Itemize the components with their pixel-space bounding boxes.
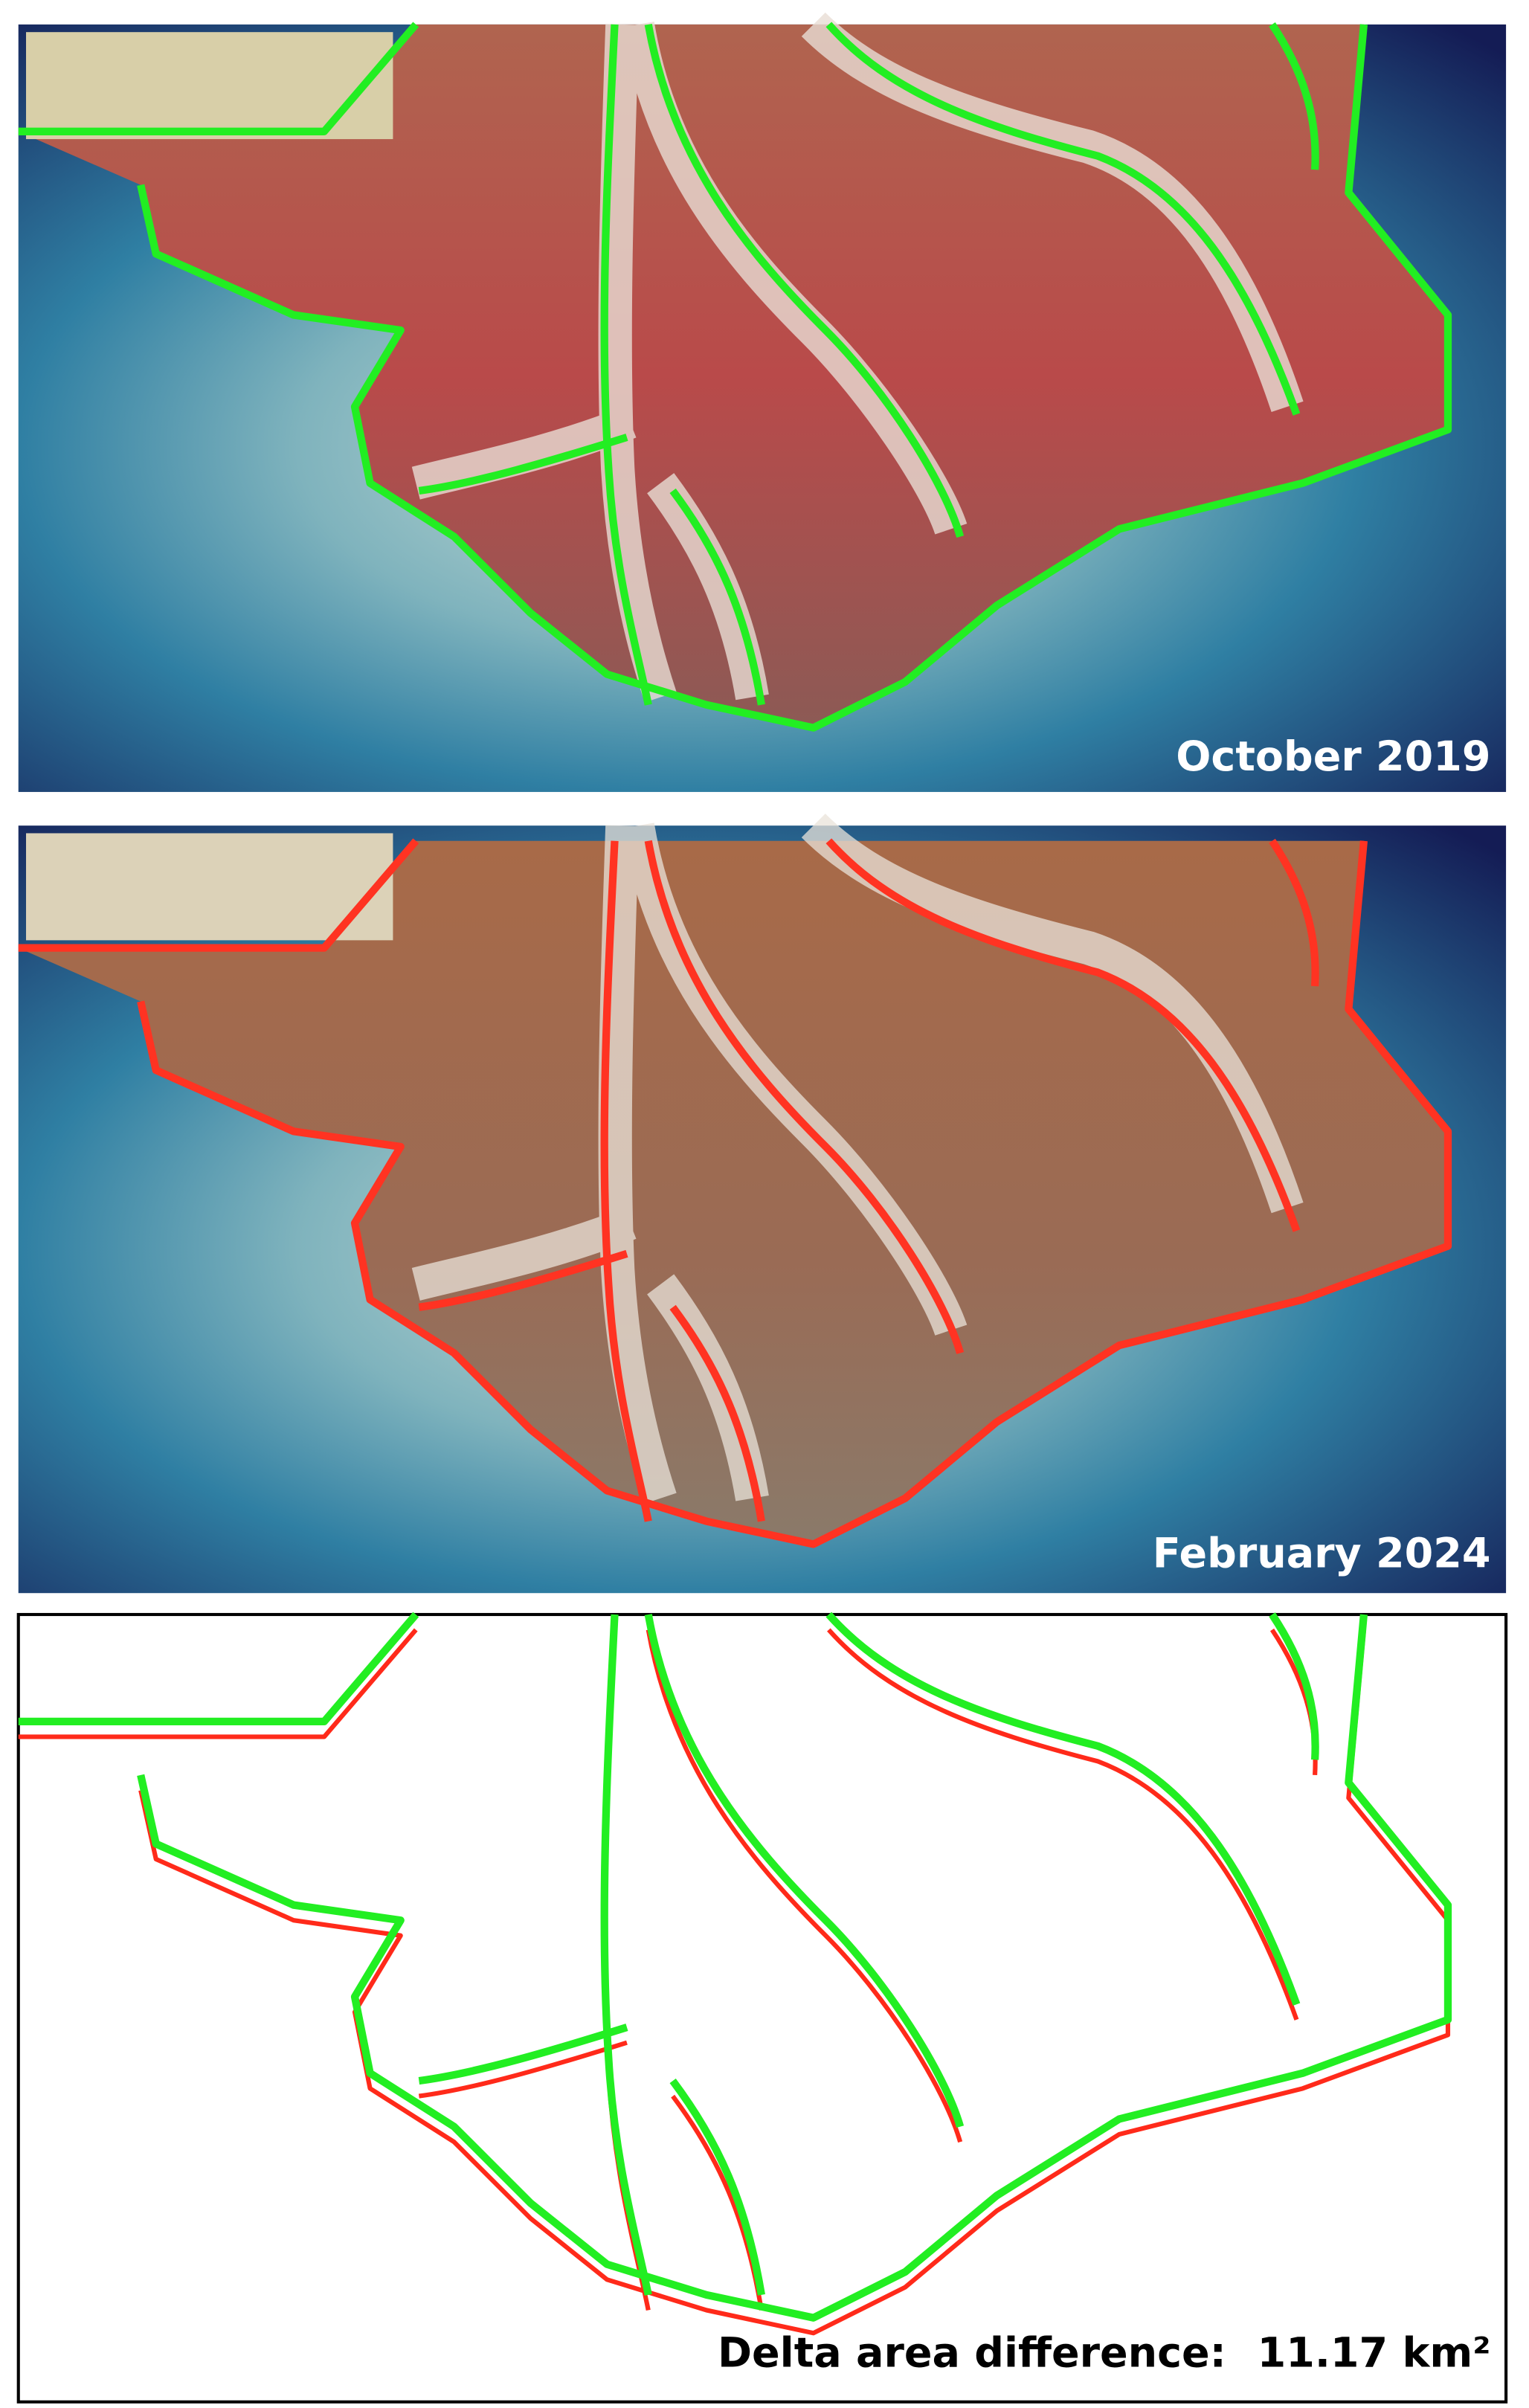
- difference-value: 11.17 km²: [1258, 2328, 1491, 2377]
- panel-october-2019: October 2019: [19, 25, 1507, 792]
- panel-date: February 2024: [1153, 1529, 1491, 1577]
- panel-february-2024: February 2024: [19, 825, 1507, 1594]
- panel-difference: Delta area difference: 11.17 km²: [19, 1615, 1508, 2404]
- panel-date: October 2019: [1176, 733, 1490, 781]
- difference-label: Delta area difference:: [718, 2328, 1226, 2377]
